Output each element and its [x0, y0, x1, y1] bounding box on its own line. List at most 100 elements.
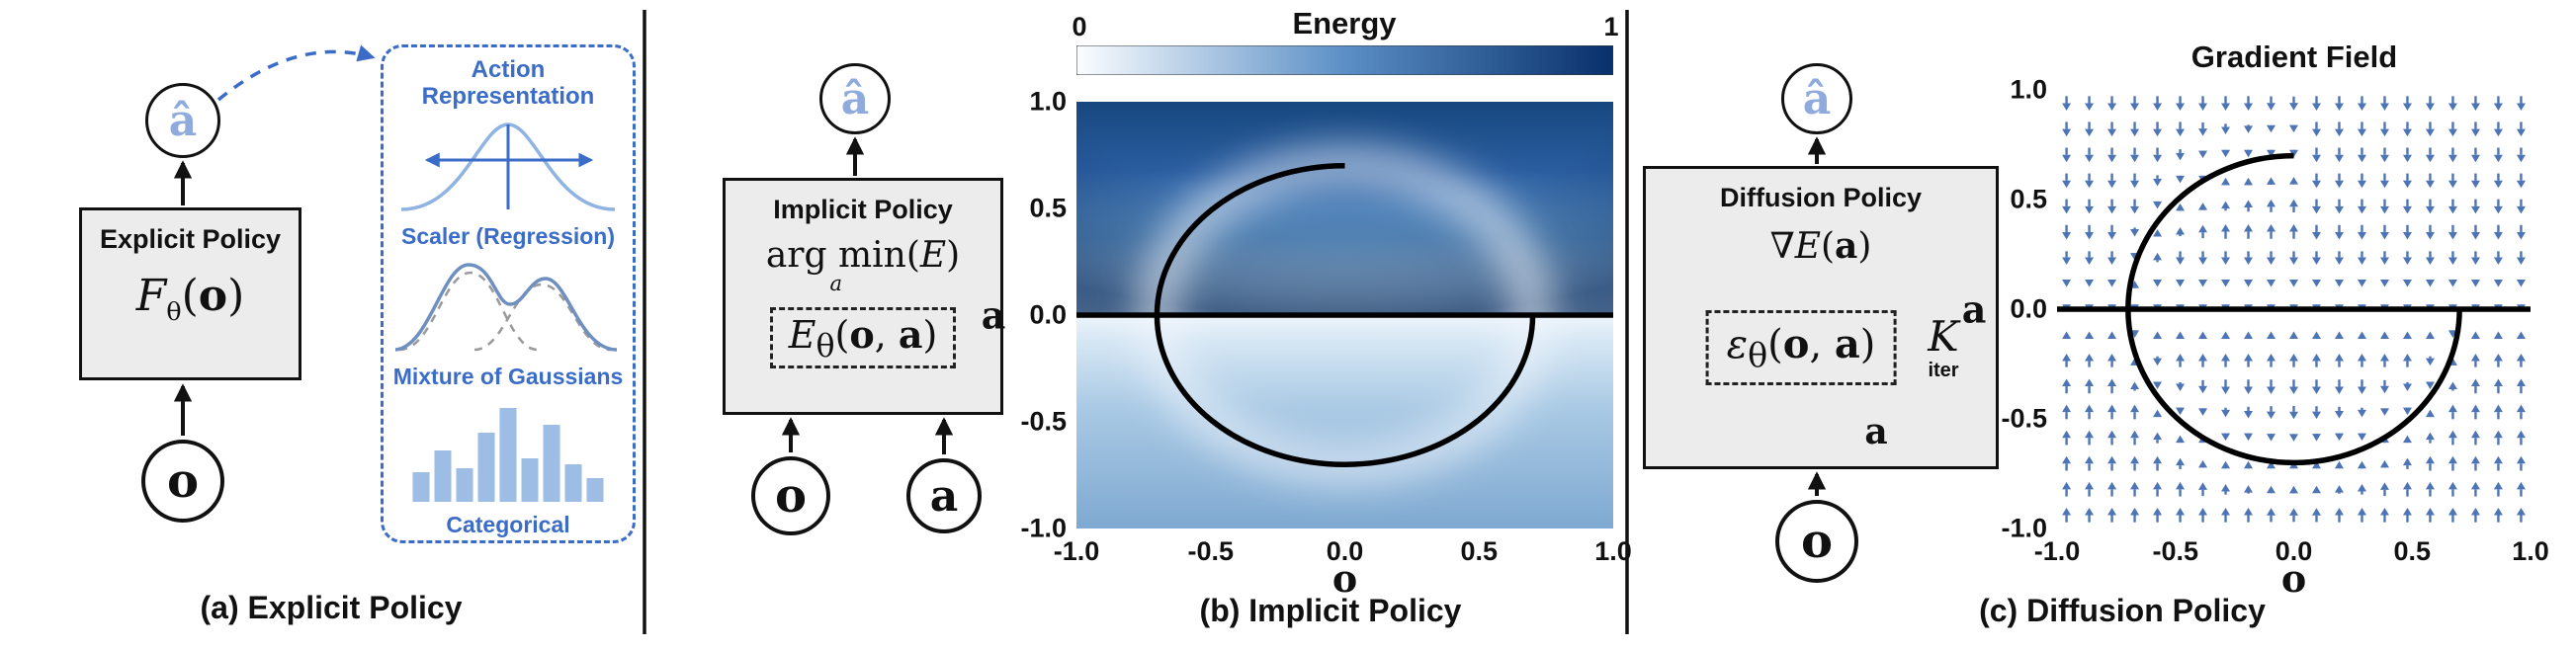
- histogram-bar: [586, 478, 604, 502]
- paren: (: [905, 235, 920, 276]
- gradient-arrow: [2107, 430, 2117, 446]
- gradient-arrow: [2379, 147, 2389, 163]
- gradient-arrow: [2176, 175, 2186, 184]
- y-axis-label: a: [1961, 286, 1987, 332]
- gradient-arrow: [2516, 481, 2526, 497]
- gradient-arrow: [2447, 381, 2457, 391]
- gradient-arrow: [2221, 507, 2231, 523]
- gradient-arrow: [2493, 354, 2503, 367]
- gradient-arrow: [2085, 279, 2095, 287]
- gradient-arrow: [2062, 507, 2072, 523]
- gradient-arrow: [2244, 279, 2254, 287]
- gradient-arrow: [2130, 96, 2140, 112]
- gradient-arrow: [2357, 173, 2366, 189]
- gradient-arrow: [2153, 356, 2163, 366]
- iter-label: iter: [1928, 360, 1959, 381]
- action-representation-title: Action Representation: [421, 56, 595, 110]
- y-tick-label: 0.5: [2010, 184, 2047, 214]
- gradient-arrow: [2447, 507, 2457, 523]
- grad-formula: ∇E(a): [1646, 225, 1996, 267]
- gradient-arrow: [2334, 354, 2344, 367]
- diffusion-policy-title: Diffusion Policy: [1719, 183, 1923, 212]
- gradient-arrow: [2357, 484, 2366, 495]
- gradient-arrow: [2130, 404, 2140, 420]
- gradient-arrow: [2470, 251, 2480, 265]
- gradient-arrow: [2402, 173, 2412, 189]
- formula-E: E: [1794, 226, 1821, 267]
- gradient-field-title: Gradient Field: [2190, 40, 2398, 74]
- implicit-policy-title: Implicit Policy: [773, 195, 953, 224]
- gradient-arrow: [2130, 381, 2140, 391]
- gradient-arrow: [2425, 356, 2435, 366]
- gradient-arrow: [2379, 379, 2389, 394]
- gradient-arrow: [2267, 177, 2276, 185]
- gradient-arrow: [2379, 251, 2389, 265]
- gradient-arrow: [2062, 96, 2072, 112]
- gradient-arrow: [2493, 199, 2503, 214]
- gradient-arrow: [2425, 199, 2435, 214]
- gradient-arrow: [2493, 507, 2503, 523]
- gradient-arrow: [2289, 379, 2298, 394]
- gradient-arrow: [2267, 279, 2276, 287]
- gradient-arrow: [2447, 481, 2457, 497]
- gradient-arrow: [2130, 507, 2140, 523]
- gradient-arrow: [2244, 177, 2254, 186]
- energy-heatmap: [1076, 102, 1613, 528]
- gradient-arrow: [2493, 96, 2503, 112]
- gradient-arrow: [2085, 354, 2095, 367]
- gradient-arrow: [2085, 122, 2095, 137]
- argmin-formula: arg min a (E): [726, 235, 1000, 293]
- o-label: o: [1800, 514, 1833, 569]
- gradient-arrow: [2425, 147, 2435, 163]
- x-tick-label: 0.0: [1326, 536, 1364, 566]
- x-tick-label: -0.5: [1187, 536, 1235, 566]
- gradient-arrow: [2267, 199, 2276, 212]
- gradient-arrow: [2311, 354, 2321, 367]
- gradient-arrow: [2153, 252, 2163, 263]
- gradient-arrow: [2289, 177, 2298, 185]
- gradient-arrow: [2357, 379, 2366, 394]
- gradient-arrow: [2402, 507, 2412, 523]
- gradient-arrow: [2493, 173, 2503, 189]
- gradient-arrow: [2176, 354, 2186, 367]
- gradient-arrow: [2130, 227, 2140, 237]
- k-iterations-label: K: [1928, 312, 1959, 361]
- y-tick-label: 0.0: [2010, 293, 2047, 324]
- gradient-arrow: [2244, 507, 2254, 523]
- gradient-arrow: [2176, 407, 2186, 416]
- gradient-arrow: [2402, 96, 2412, 112]
- gradient-arrow: [2425, 507, 2435, 523]
- histogram-bar: [521, 458, 539, 502]
- mixture-label: Mixture of Gaussians: [392, 364, 624, 389]
- gradient-arrow: [2447, 251, 2457, 265]
- x-axis-label: o: [1331, 556, 1358, 601]
- gradient-arrow: [2153, 432, 2163, 444]
- formula-o: o: [849, 311, 875, 357]
- gradient-arrow: [2311, 122, 2321, 137]
- gradient-arrow: [2062, 455, 2072, 471]
- gradient-arrow: [2516, 147, 2526, 163]
- manifold-arc: [1154, 163, 1536, 467]
- gradient-arrow: [2334, 485, 2344, 494]
- gradient-arrow: [2198, 203, 2208, 210]
- gradient-arrow: [2402, 381, 2412, 392]
- gradient-arrow: [2176, 435, 2186, 444]
- gradient-arrow: [2493, 378, 2503, 394]
- gradient-arrow: [2244, 149, 2254, 158]
- gradient-arrow: [2470, 481, 2480, 497]
- gradient-arrow: [2311, 251, 2321, 265]
- argmin-text: arg min: [765, 235, 906, 276]
- comma: ,: [1809, 322, 1835, 367]
- a-node-b: a: [906, 458, 982, 533]
- gradient-arrow: [2311, 379, 2321, 394]
- gradient-arrow: [2267, 460, 2276, 469]
- gradient-arrow: [2402, 199, 2412, 214]
- gradient-arrow: [2425, 481, 2435, 497]
- gradient-arrow: [2085, 251, 2095, 265]
- gradient-arrow: [2357, 331, 2366, 340]
- y-tick-label: -1.0: [1020, 513, 1067, 543]
- gradient-arrow: [2334, 406, 2344, 419]
- gradient-arrow: [2198, 331, 2208, 340]
- histogram-bar: [434, 450, 452, 502]
- gradient-arrow: [2153, 122, 2163, 137]
